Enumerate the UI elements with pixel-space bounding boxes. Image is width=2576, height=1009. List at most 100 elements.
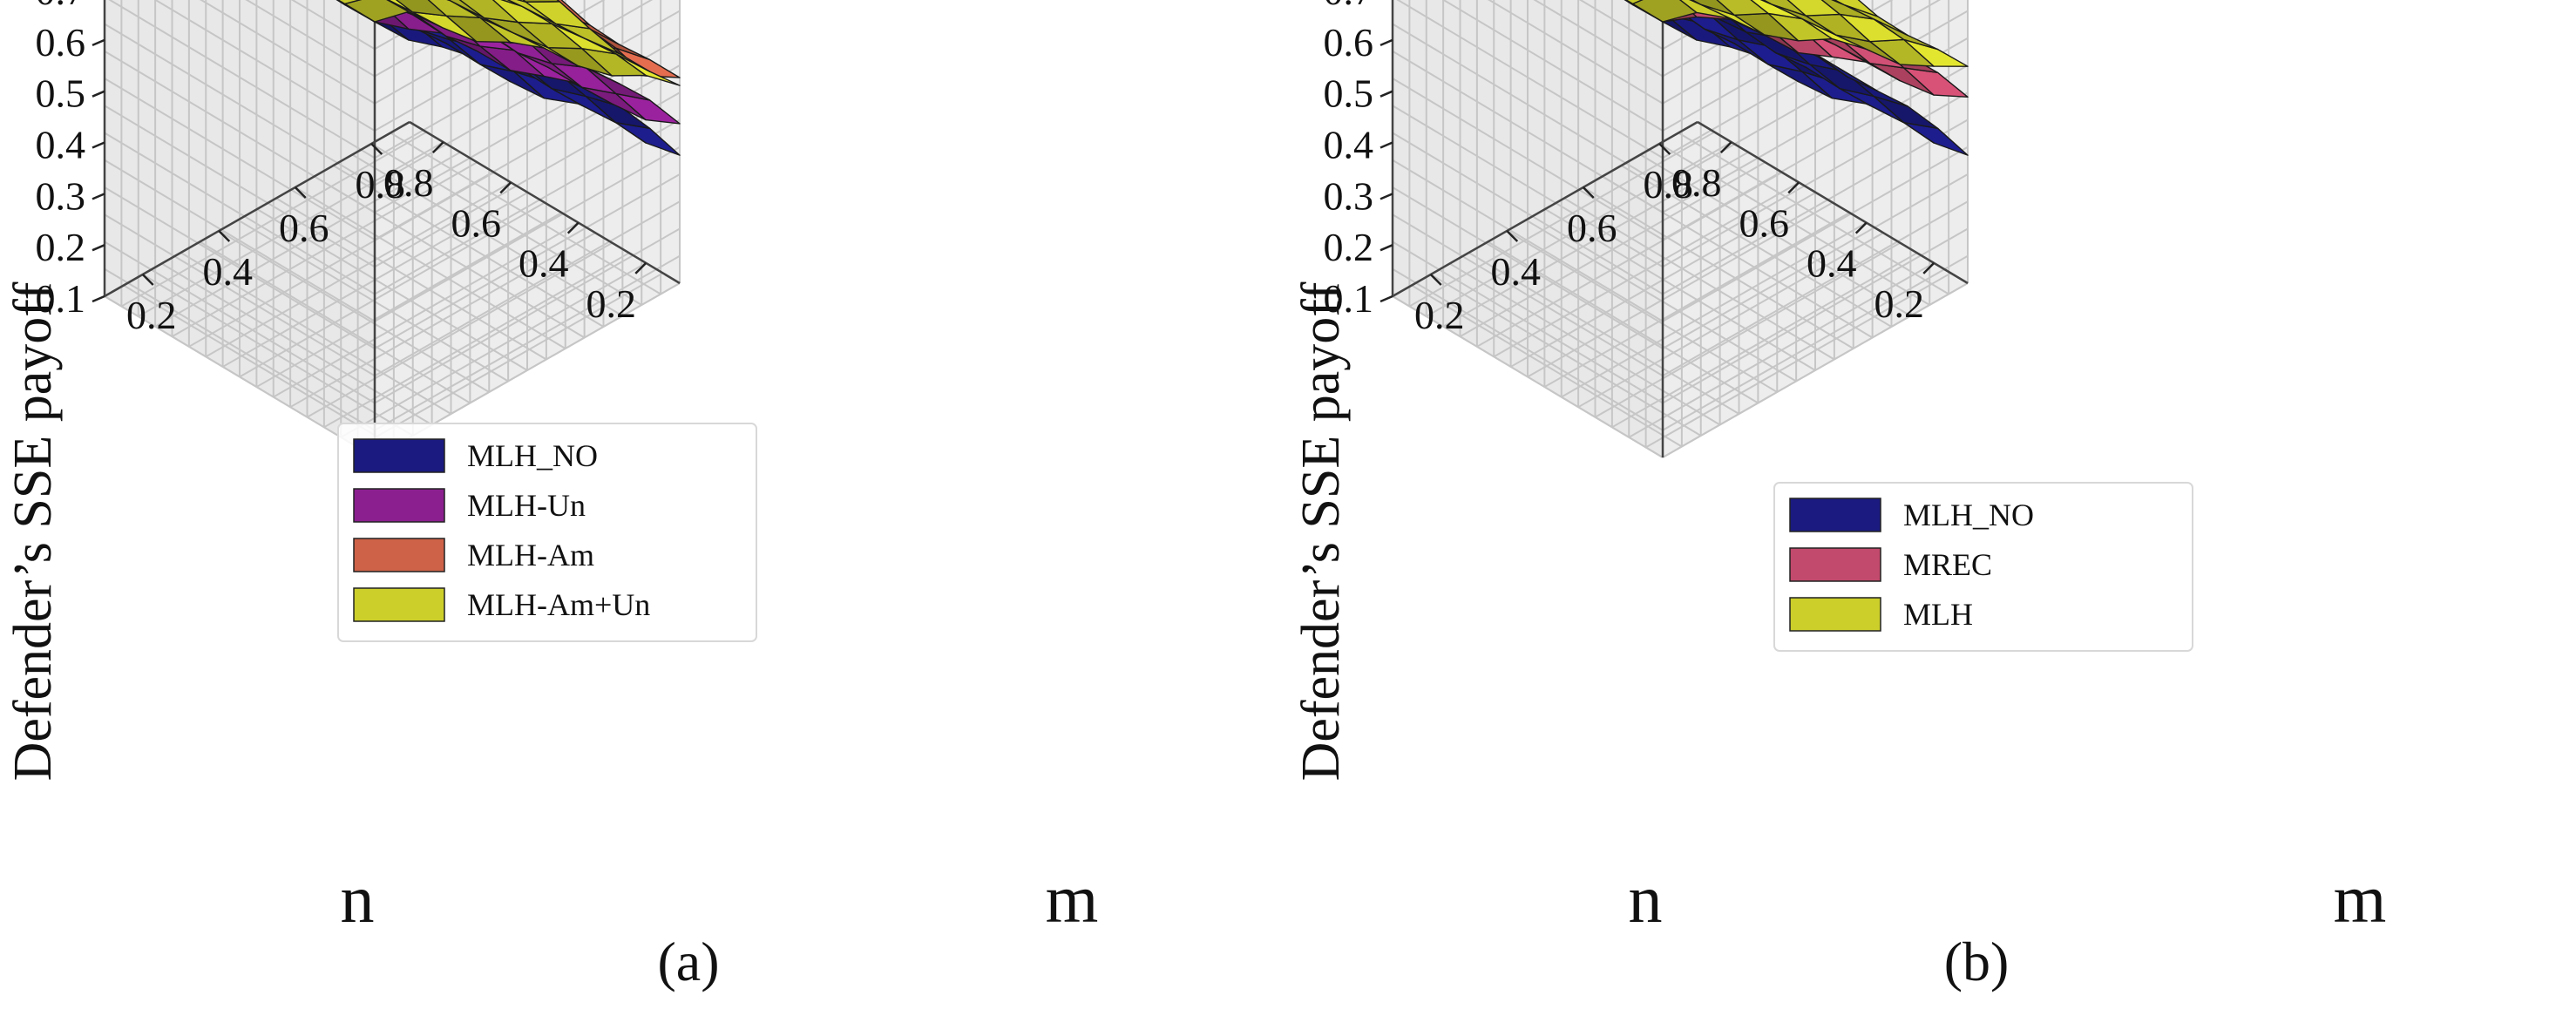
- grid-line: [1476, 171, 1783, 348]
- grid-line: [1678, 132, 1949, 295]
- floor-edge-n: [104, 120, 410, 298]
- grid-line: [1493, 181, 1800, 358]
- legend-swatch: [353, 538, 445, 572]
- grid-line: [1563, 197, 1835, 361]
- z-tick-label: 0.5: [1324, 71, 1374, 116]
- chart-panel-b: 0.10.20.30.40.50.60.70.80.90.20.40.60.80…: [1288, 0, 2576, 1009]
- grid-line: [1578, 0, 1664, 51]
- legend-label: MLH-Un: [467, 488, 586, 523]
- y-tick: [1854, 221, 1868, 234]
- grid-line: [1639, 153, 1911, 317]
- z-tick-label: 0.3: [1324, 173, 1374, 218]
- y-tick: [566, 221, 580, 234]
- surface-patch: [343, 0, 410, 23]
- y-tick-label: 0.8: [1671, 160, 1722, 205]
- legend-swatch: [353, 587, 445, 622]
- x-tick-label: 0.8: [356, 162, 406, 207]
- x-tick-label: 0.2: [126, 293, 177, 337]
- z-tick: [92, 38, 105, 47]
- y-tick: [1922, 261, 1935, 274]
- x-tick-label: 0.6: [279, 206, 329, 250]
- grid-line: [200, 0, 376, 105]
- grid-line: [1442, 151, 1749, 328]
- y-tick: [1719, 141, 1732, 154]
- grid-line: [108, 0, 376, 159]
- x-tick: [1582, 186, 1595, 199]
- x-axis-label: m: [2334, 861, 2387, 937]
- surface-patch: [458, 0, 519, 24]
- legend-box: [337, 423, 757, 642]
- surface-patch: [1762, 0, 1807, 17]
- grid-line: [1392, 78, 1664, 240]
- z-axis-label: Defender’s SSE payoff: [1291, 281, 1351, 781]
- grid-line: [374, 10, 681, 186]
- z-tick-label: 0.1: [36, 276, 86, 321]
- z-tick-label: 0.6: [1324, 20, 1374, 64]
- x-tick-label: 0.6: [1567, 206, 1617, 250]
- surface-patch: [1691, 0, 1735, 16]
- legend-label: MREC: [1903, 547, 1992, 582]
- surface-patch: [1631, 0, 1698, 23]
- z-tick: [92, 244, 105, 252]
- grid-line: [1396, 0, 1664, 159]
- legend-label: MLH-Am+Un: [467, 587, 650, 622]
- z-tick-label: 0.7: [36, 0, 86, 13]
- z-tick: [1380, 244, 1393, 252]
- chart-b-svg: 0.10.20.30.40.50.60.70.80.90.20.40.60.80…: [1291, 0, 2387, 992]
- y-tick-label: 0.8: [383, 160, 434, 205]
- grid-line: [245, 0, 376, 78]
- z-tick: [92, 193, 105, 200]
- y-tick: [499, 181, 512, 194]
- z-tick-label: 0.1: [1324, 276, 1374, 321]
- x-tick: [294, 186, 307, 199]
- grid-line: [1441, 0, 1664, 132]
- legend-swatch: [1789, 597, 1881, 632]
- surface-patch: [1624, 0, 1644, 5]
- surface-patch: [336, 0, 363, 5]
- x-tick-label: 0.4: [1491, 249, 1542, 294]
- y-tick: [1787, 181, 1800, 194]
- floor-edge-m: [409, 120, 681, 285]
- y-tick-label: 0.4: [519, 241, 569, 286]
- panel-caption: (a): [657, 931, 719, 992]
- surface-patch: [522, 0, 560, 3]
- x-tick: [1506, 230, 1519, 242]
- x-tick-label: 0.4: [203, 249, 254, 294]
- x-tick: [1429, 274, 1442, 286]
- chart-panel-a: 0.10.20.30.40.50.60.70.80.90.20.40.60.80…: [3, 0, 1099, 992]
- z-tick-label: 0.2: [36, 225, 86, 269]
- grid-line: [370, 143, 642, 306]
- z-tick-label: 0.2: [1324, 225, 1374, 269]
- z-tick-label: 0.7: [1324, 0, 1374, 13]
- grid-line: [188, 171, 495, 348]
- grid-line: [1460, 161, 1766, 338]
- grid-line: [172, 161, 478, 338]
- z-tick: [1380, 38, 1393, 47]
- surface-patch: [500, 0, 523, 7]
- grid-line: [205, 181, 512, 358]
- grid-line: [104, 23, 376, 186]
- legend-swatch: [353, 488, 445, 523]
- z-tick: [1380, 141, 1393, 149]
- y-axis-label: n: [1629, 861, 1663, 937]
- z-tick: [92, 141, 105, 149]
- z-tick-label: 0.3: [36, 173, 86, 218]
- z-axis-label: Defender’s SSE payoff: [3, 281, 63, 781]
- grid-line: [1602, 175, 1874, 339]
- z-tick-label: 0.6: [36, 20, 86, 64]
- grid-line: [1488, 0, 1664, 105]
- y-tick-label: 0.6: [1739, 200, 1790, 245]
- z-tick-label: 0.4: [36, 123, 86, 167]
- surface-patch: [1831, 0, 1845, 6]
- grid-line: [351, 153, 623, 317]
- surface-mlh: [1624, 0, 1969, 67]
- legend-label: MLH-Am: [467, 538, 594, 572]
- surface-mlh-am-un: [336, 0, 681, 86]
- grid-line: [1662, 0, 1799, 78]
- floor-edge-n: [1392, 120, 1698, 298]
- y-tick-label: 0.2: [586, 281, 637, 326]
- surface-patch: [395, 0, 447, 17]
- surface-patch: [387, 0, 413, 13]
- grid-line: [1583, 186, 1854, 349]
- x-axis-label: m: [1046, 861, 1099, 937]
